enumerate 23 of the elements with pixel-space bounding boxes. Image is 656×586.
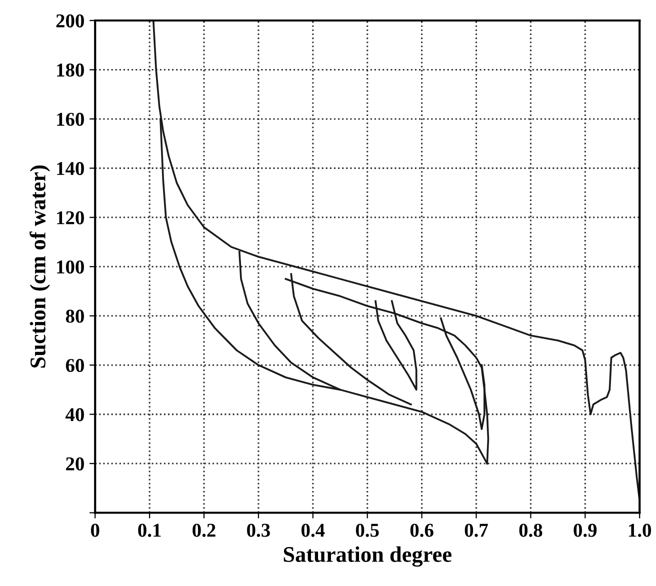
y-tick-label: 160 [57, 112, 84, 126]
y-tick-label: 180 [57, 64, 84, 77]
y-tick-label: 80 [66, 310, 84, 323]
x-tick-label: 0 [91, 524, 100, 537]
y-axis-title: Suction (cm of water) [30, 165, 50, 368]
x-tick-label: 1.0 [629, 524, 652, 537]
x-tick-label: 0.9 [574, 524, 597, 537]
x-tick-label: 0.4 [302, 524, 325, 537]
y-tick-label: 100 [57, 260, 84, 274]
y-tick-label: 60 [66, 358, 84, 372]
x-tick-label: 0.8 [519, 524, 542, 537]
x-tick-label: 0.7 [464, 524, 488, 537]
x-tick-label: 0.2 [192, 524, 216, 537]
y-tick-label: 20 [66, 457, 84, 470]
x-tick-label: 0.5 [356, 524, 379, 537]
y-tick-label: 200 [56, 14, 84, 28]
y-tick-label: 40 [66, 408, 84, 422]
x-axis-title: Saturation degree [284, 546, 452, 567]
x-tick-label: 0.3 [247, 524, 270, 537]
x-tick-label: 0.1 [138, 524, 161, 537]
x-tick-label: 0.6 [410, 524, 434, 537]
y-tick-label: 120 [57, 211, 84, 224]
y-tick-label: 140 [57, 162, 84, 176]
